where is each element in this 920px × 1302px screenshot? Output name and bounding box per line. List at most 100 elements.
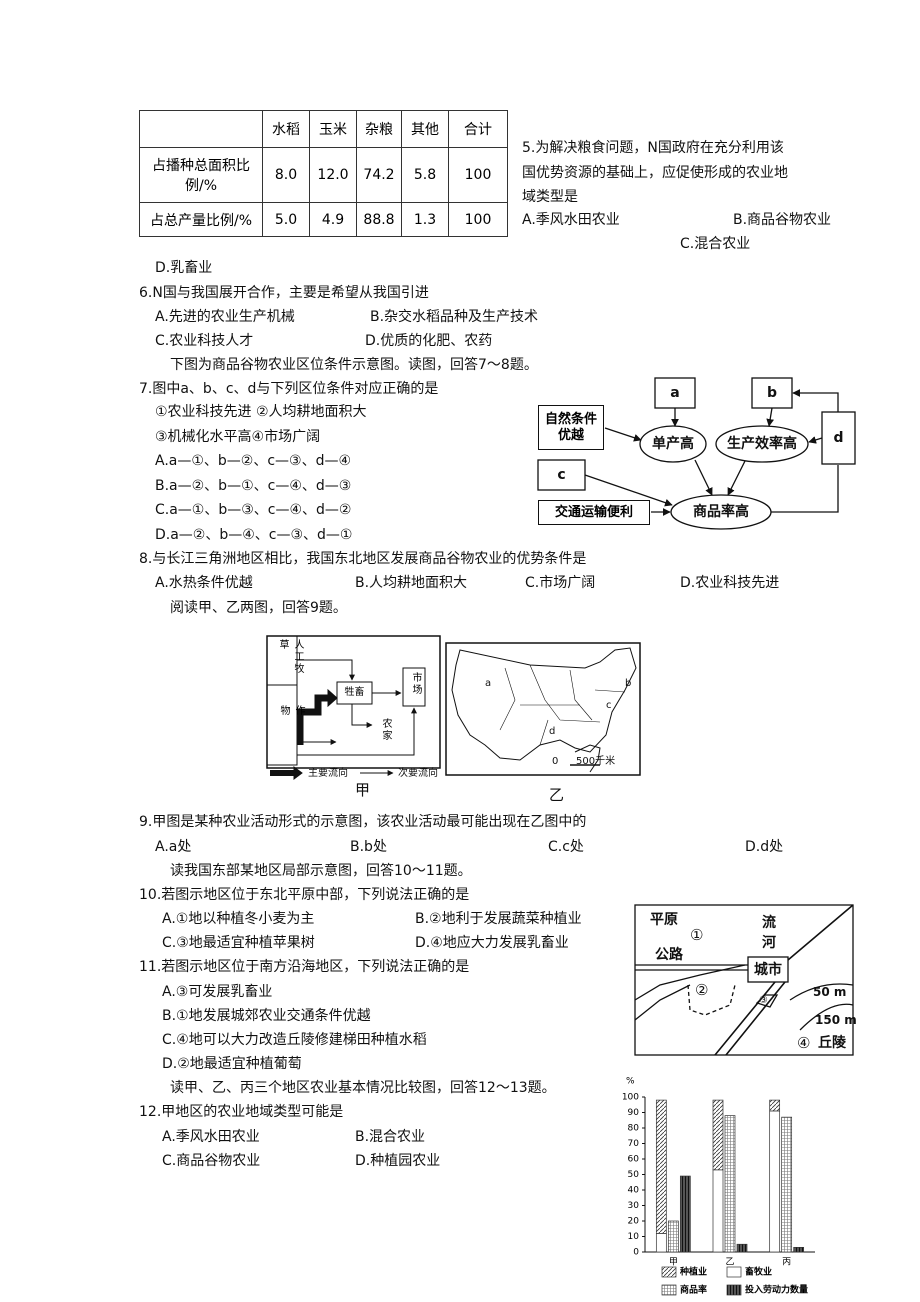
option: C.农业科技人才 [155,333,254,349]
bar [712,1169,724,1253]
cell: 4.9 [309,202,357,237]
node-label: 单产高 [652,436,694,452]
figure-label: 农家 [380,718,391,742]
legend-swatch [726,1266,742,1278]
option: A.a—①、b—②、c—③、d—④ [155,453,352,469]
intro: 下图为商品谷物农业区位条件示意图。读图，回答7～8题。 [170,357,538,373]
legend-label: 次要流向 [398,768,438,779]
legend-label: 畜牧业 [745,1266,772,1278]
option: B.人均耕地面积大 [355,575,468,591]
intro: 读我国东部某地区局部示意图，回答10～11题。 [170,863,472,879]
map-label: c [606,700,612,711]
cell: 5.8 [401,147,449,203]
option: A.a处 [155,839,192,855]
node-label: 生产效率高 [727,436,797,452]
node-label: 自然条件优越 [538,405,604,450]
question-stem: 7.图中a、b、c、d与下列区位条件对应正确的是 [139,381,439,397]
option: B.混合农业 [355,1129,426,1145]
option: B.a—②、b—①、c—④、d—③ [155,478,352,494]
figure-label: 牲畜 [344,687,365,698]
option: C.④地可以大力改造丘陵修建梯田种植水稻 [162,1032,427,1048]
legend-swatch [661,1266,677,1278]
map-label: b [625,678,632,689]
node-label: d [833,430,844,446]
legend-label: 投入劳动力数量 [745,1284,808,1296]
option: A.季风水田农业 [522,212,620,228]
option: C.商品谷物农业 [162,1153,261,1169]
map-label: 平原 [650,912,678,928]
cell: 玉米 [309,110,357,148]
y-tick-label: 60 [628,1155,640,1165]
question-stem: 5.为解决粮食问题，N国政府在充分利用该国优势资源的基础上，应促使形成的农业地域… [522,140,788,205]
option: A.③可发展乳畜业 [162,984,273,1000]
map-label: 流 [762,915,776,931]
cell: 水稻 [262,110,310,148]
cell: 1.3 [401,202,449,237]
bar [679,1175,691,1253]
figure-jia-lines [266,635,441,780]
node-label: c [557,467,566,483]
map-label: d [549,726,556,737]
y-tick-label: 50 [628,1170,640,1180]
bar [781,1116,793,1253]
option: B.①地发展城郊农业交通条件优越 [162,1008,371,1024]
question-stem: 8.与长江三角洲地区相比，我国东北地区发展商品谷物农业的优势条件是 [139,551,587,567]
bar [793,1246,805,1253]
cell: 合计 [448,110,508,148]
question-stem: 6.N国与我国展开合作，主要是希望从我国引进 [139,285,429,301]
bar [712,1099,724,1171]
option: A.先进的农业生产机械 [155,309,295,325]
map-label: ④ [797,1034,811,1052]
option: B.杂交水稻品种及生产技术 [370,309,539,325]
cell: 100 [448,202,508,237]
y-tick-label: 70 [628,1139,640,1149]
figure-label: 市场 [410,672,421,696]
intro: 阅读甲、乙两图，回答9题。 [170,600,347,616]
flowchart-lines [537,377,856,530]
cell: 100 [448,147,508,203]
option: C.混合农业 [680,236,751,252]
option: B.②地利于发展蔬菜种植业 [415,911,582,927]
option: D.种植园农业 [355,1153,441,1169]
legend-swatch [726,1284,742,1296]
figure-label: 人工牧草 [277,639,303,675]
option: D.农业科技先进 [680,575,780,591]
bar [724,1115,736,1253]
legend-label: 商品率 [680,1284,707,1296]
cell [139,110,263,148]
option: C.a—①、b—③、c—④、d—② [155,502,352,518]
cell: 占总产量比例/% [139,202,263,237]
y-tick-label: 100 [622,1093,639,1103]
option: D.乳畜业 [155,260,213,276]
map-label: ③ [759,995,768,1006]
question-stem: 10.若图示地区位于东北平原中部，下列说法正确的是 [139,887,470,903]
map-label: 河 [762,935,776,951]
node-label: 商品率高 [693,504,749,520]
figure-yi-lines [445,642,641,776]
option: D.d处 [745,839,784,855]
option: C.③地最适宜种植苹果树 [162,935,315,951]
x-tick-label: 甲 [669,1257,678,1268]
node-label: b [766,385,778,401]
y-tick-label: 80 [628,1124,640,1134]
option: D.②地最适宜种植葡萄 [162,1056,302,1072]
figure-caption: 甲 [355,781,371,799]
axis-unit: % [626,1077,635,1087]
cell: 8.0 [262,147,310,203]
option: B.b处 [350,839,387,855]
option: C.市场广阔 [525,575,596,591]
option: D.优质的化肥、农药 [365,333,493,349]
cell: 74.2 [356,147,402,203]
bar [736,1243,748,1253]
local-map-lines [634,904,854,1056]
question-stem: 12.甲地区的农业地域类型可能是 [139,1104,344,1120]
option: A.水热条件优越 [155,575,253,591]
map-label: 50 m [813,985,847,999]
scale-label: 0 [552,756,559,767]
y-tick-label: 20 [628,1217,640,1227]
condition: ③机械化水平高④市场广阔 [155,429,321,445]
node-label: 交通运输便利 [538,500,650,525]
node-label: a [670,385,680,401]
